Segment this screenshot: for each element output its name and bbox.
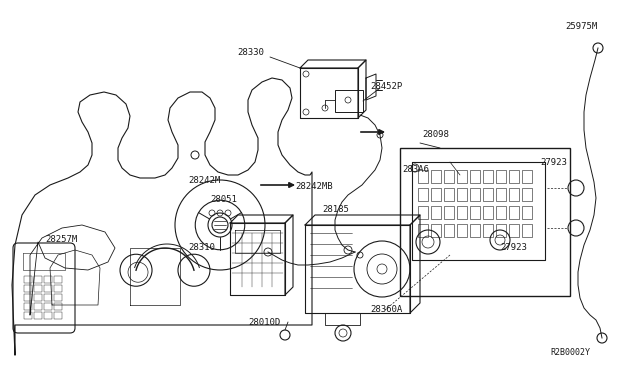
Bar — [34, 285, 42, 292]
Bar — [522, 188, 532, 201]
Text: 28051: 28051 — [210, 195, 237, 204]
Bar — [44, 276, 52, 283]
Bar — [54, 294, 62, 301]
Text: 28330: 28330 — [237, 48, 264, 57]
Text: 28185: 28185 — [322, 205, 349, 214]
Text: 28010D: 28010D — [248, 318, 280, 327]
Bar — [470, 206, 480, 219]
Bar — [24, 303, 32, 310]
Bar — [496, 206, 506, 219]
Bar — [431, 224, 441, 237]
Bar — [496, 224, 506, 237]
Bar — [418, 188, 428, 201]
Bar — [400, 148, 570, 296]
Bar — [54, 285, 62, 292]
Bar — [470, 170, 480, 183]
Bar — [509, 188, 519, 201]
Bar — [24, 285, 32, 292]
Bar — [418, 224, 428, 237]
Bar — [483, 206, 493, 219]
Bar — [509, 206, 519, 219]
Bar — [470, 224, 480, 237]
Bar — [431, 170, 441, 183]
Bar — [335, 90, 363, 112]
Bar — [54, 303, 62, 310]
Bar — [444, 188, 454, 201]
Text: 283A6: 283A6 — [402, 165, 429, 174]
Text: 27923: 27923 — [500, 243, 527, 252]
Bar — [457, 188, 467, 201]
Bar — [457, 206, 467, 219]
Text: 28452P: 28452P — [370, 82, 403, 91]
Bar — [522, 170, 532, 183]
Bar — [34, 276, 42, 283]
Bar — [509, 224, 519, 237]
Bar — [431, 188, 441, 201]
Bar — [522, 206, 532, 219]
Bar — [34, 294, 42, 301]
Bar — [418, 206, 428, 219]
Bar — [483, 170, 493, 183]
Bar — [44, 312, 52, 319]
Text: 28310: 28310 — [188, 243, 215, 252]
Bar — [457, 170, 467, 183]
Bar — [24, 294, 32, 301]
Bar — [470, 188, 480, 201]
Text: 25975M: 25975M — [565, 22, 597, 31]
Bar — [444, 224, 454, 237]
Bar — [34, 312, 42, 319]
Bar — [24, 312, 32, 319]
Bar — [496, 188, 506, 201]
Bar — [431, 206, 441, 219]
Text: 28242MB: 28242MB — [295, 182, 333, 191]
Text: 28242M: 28242M — [188, 176, 220, 185]
Bar — [44, 285, 52, 292]
Bar — [457, 224, 467, 237]
Bar — [444, 170, 454, 183]
Bar — [483, 188, 493, 201]
Text: 28098: 28098 — [422, 130, 449, 139]
Bar — [444, 206, 454, 219]
Bar — [34, 303, 42, 310]
Bar — [509, 170, 519, 183]
Text: 28360A: 28360A — [370, 305, 403, 314]
Text: R2B0002Y: R2B0002Y — [550, 348, 590, 357]
Bar — [44, 294, 52, 301]
Bar — [522, 224, 532, 237]
Bar — [483, 224, 493, 237]
Bar — [496, 170, 506, 183]
Bar — [24, 276, 32, 283]
Text: 27923: 27923 — [540, 158, 567, 167]
Bar — [54, 312, 62, 319]
Text: 28257M: 28257M — [45, 235, 77, 244]
Bar — [44, 303, 52, 310]
Bar — [54, 276, 62, 283]
Bar — [418, 170, 428, 183]
